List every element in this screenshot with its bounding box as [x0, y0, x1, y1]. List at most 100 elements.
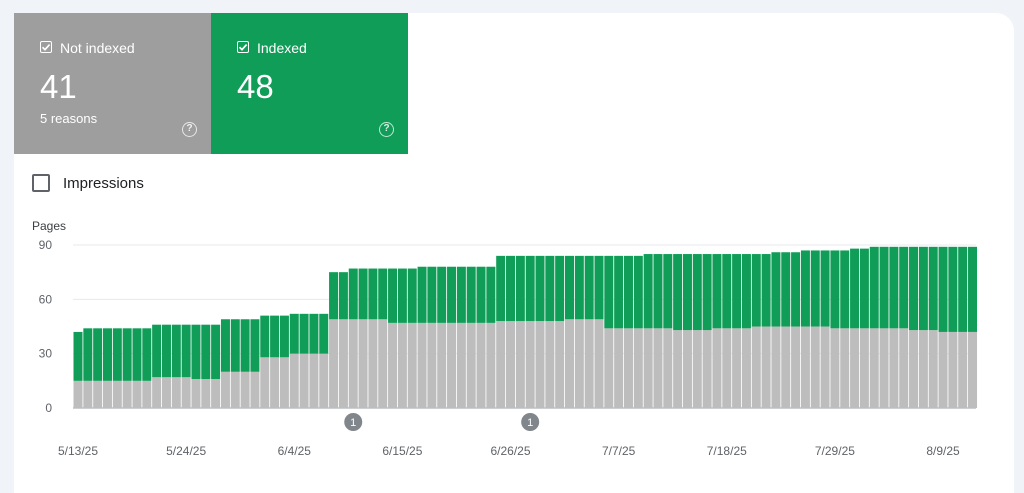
bar-indexed[interactable] [73, 331, 83, 381]
bar-not-indexed[interactable] [820, 326, 830, 409]
bar-indexed[interactable] [633, 255, 643, 329]
bar-indexed[interactable] [417, 266, 427, 323]
bar-indexed[interactable] [958, 246, 968, 332]
bar-not-indexed[interactable] [122, 380, 132, 408]
bar-indexed[interactable] [869, 246, 879, 329]
bar-not-indexed[interactable] [614, 328, 624, 408]
bar-not-indexed[interactable] [506, 321, 516, 408]
bar-not-indexed[interactable] [171, 377, 181, 408]
bar-not-indexed[interactable] [771, 326, 781, 409]
bar-indexed[interactable] [761, 254, 771, 327]
bar-indexed[interactable] [604, 255, 614, 329]
bar-not-indexed[interactable] [112, 380, 122, 408]
bar-not-indexed[interactable] [260, 357, 270, 408]
bar-indexed[interactable] [191, 324, 201, 380]
bar-indexed[interactable] [909, 246, 919, 331]
bar-not-indexed[interactable] [358, 319, 368, 408]
bar-not-indexed[interactable] [181, 377, 191, 408]
bar-not-indexed[interactable] [830, 328, 840, 408]
bar-not-indexed[interactable] [889, 328, 899, 408]
bar-indexed[interactable] [850, 248, 860, 329]
bar-indexed[interactable] [122, 328, 132, 381]
bar-not-indexed[interactable] [152, 377, 162, 408]
bar-indexed[interactable] [692, 254, 702, 331]
bar-indexed[interactable] [102, 328, 112, 381]
bar-indexed[interactable] [732, 254, 742, 329]
checkbox-checked-icon[interactable] [237, 41, 249, 53]
bar-not-indexed[interactable] [230, 371, 240, 408]
bar-not-indexed[interactable] [211, 379, 221, 408]
bar-indexed[interactable] [181, 324, 191, 378]
bar-not-indexed[interactable] [378, 319, 388, 408]
bar-indexed[interactable] [781, 252, 791, 327]
bar-not-indexed[interactable] [515, 321, 525, 408]
bar-not-indexed[interactable] [191, 379, 201, 408]
bar-indexed[interactable] [299, 313, 309, 354]
bar-indexed[interactable] [496, 255, 506, 322]
bar-not-indexed[interactable] [220, 371, 230, 408]
bar-not-indexed[interactable] [682, 330, 692, 408]
bar-not-indexed[interactable] [781, 326, 791, 409]
bar-not-indexed[interactable] [800, 326, 810, 409]
bar-not-indexed[interactable] [623, 328, 633, 408]
bar-indexed[interactable] [456, 266, 466, 323]
bar-indexed[interactable] [948, 246, 958, 332]
bar-indexed[interactable] [378, 268, 388, 320]
bar-not-indexed[interactable] [407, 322, 417, 408]
bar-not-indexed[interactable] [201, 379, 211, 408]
bar-indexed[interactable] [161, 324, 171, 378]
bar-indexed[interactable] [329, 272, 339, 320]
bar-indexed[interactable] [741, 254, 751, 329]
bar-not-indexed[interactable] [899, 328, 909, 408]
bar-not-indexed[interactable] [751, 326, 761, 409]
impressions-checkbox[interactable] [32, 174, 50, 192]
bar-not-indexed[interactable] [496, 321, 506, 408]
bar-not-indexed[interactable] [545, 321, 555, 408]
bar-indexed[interactable] [968, 246, 978, 332]
bar-indexed[interactable] [879, 246, 889, 329]
bar-indexed[interactable] [171, 324, 181, 378]
checkbox-checked-icon[interactable] [40, 41, 52, 53]
bar-not-indexed[interactable] [132, 380, 142, 408]
bar-indexed[interactable] [663, 254, 673, 329]
bar-indexed[interactable] [476, 266, 486, 323]
bar-indexed[interactable] [643, 254, 653, 329]
bar-indexed[interactable] [751, 254, 761, 327]
bar-not-indexed[interactable] [761, 326, 771, 409]
bar-indexed[interactable] [397, 268, 407, 323]
bar-not-indexed[interactable] [584, 319, 594, 408]
bar-indexed[interactable] [673, 254, 683, 331]
bar-not-indexed[interactable] [476, 322, 486, 408]
bar-indexed[interactable] [820, 250, 830, 327]
bar-indexed[interactable] [859, 248, 869, 329]
bar-not-indexed[interactable] [368, 319, 378, 408]
bar-not-indexed[interactable] [722, 328, 732, 408]
bar-not-indexed[interactable] [594, 319, 604, 408]
bar-not-indexed[interactable] [466, 322, 476, 408]
bar-not-indexed[interactable] [840, 328, 850, 408]
annotation-marker[interactable]: 1 [344, 413, 363, 431]
bar-indexed[interactable] [93, 328, 103, 381]
bar-indexed[interactable] [358, 268, 368, 320]
bar-not-indexed[interactable] [142, 380, 152, 408]
help-icon[interactable]: ? [379, 122, 394, 137]
bar-not-indexed[interactable] [486, 322, 496, 408]
bar-not-indexed[interactable] [958, 331, 968, 408]
bar-not-indexed[interactable] [397, 322, 407, 408]
bar-indexed[interactable] [338, 272, 348, 320]
bar-not-indexed[interactable] [299, 353, 309, 408]
bar-not-indexed[interactable] [565, 319, 574, 408]
bar-indexed[interactable] [938, 246, 948, 332]
bar-indexed[interactable] [240, 319, 250, 372]
bar-not-indexed[interactable] [663, 328, 673, 408]
bar-not-indexed[interactable] [741, 328, 751, 408]
bar-not-indexed[interactable] [240, 371, 250, 408]
bar-indexed[interactable] [260, 315, 270, 358]
bar-indexed[interactable] [270, 315, 280, 358]
bar-not-indexed[interactable] [270, 357, 280, 408]
bar-not-indexed[interactable] [555, 321, 565, 408]
bar-indexed[interactable] [525, 255, 535, 322]
bar-indexed[interactable] [800, 250, 810, 327]
bar-indexed[interactable] [810, 250, 820, 327]
bar-indexed[interactable] [889, 246, 899, 329]
